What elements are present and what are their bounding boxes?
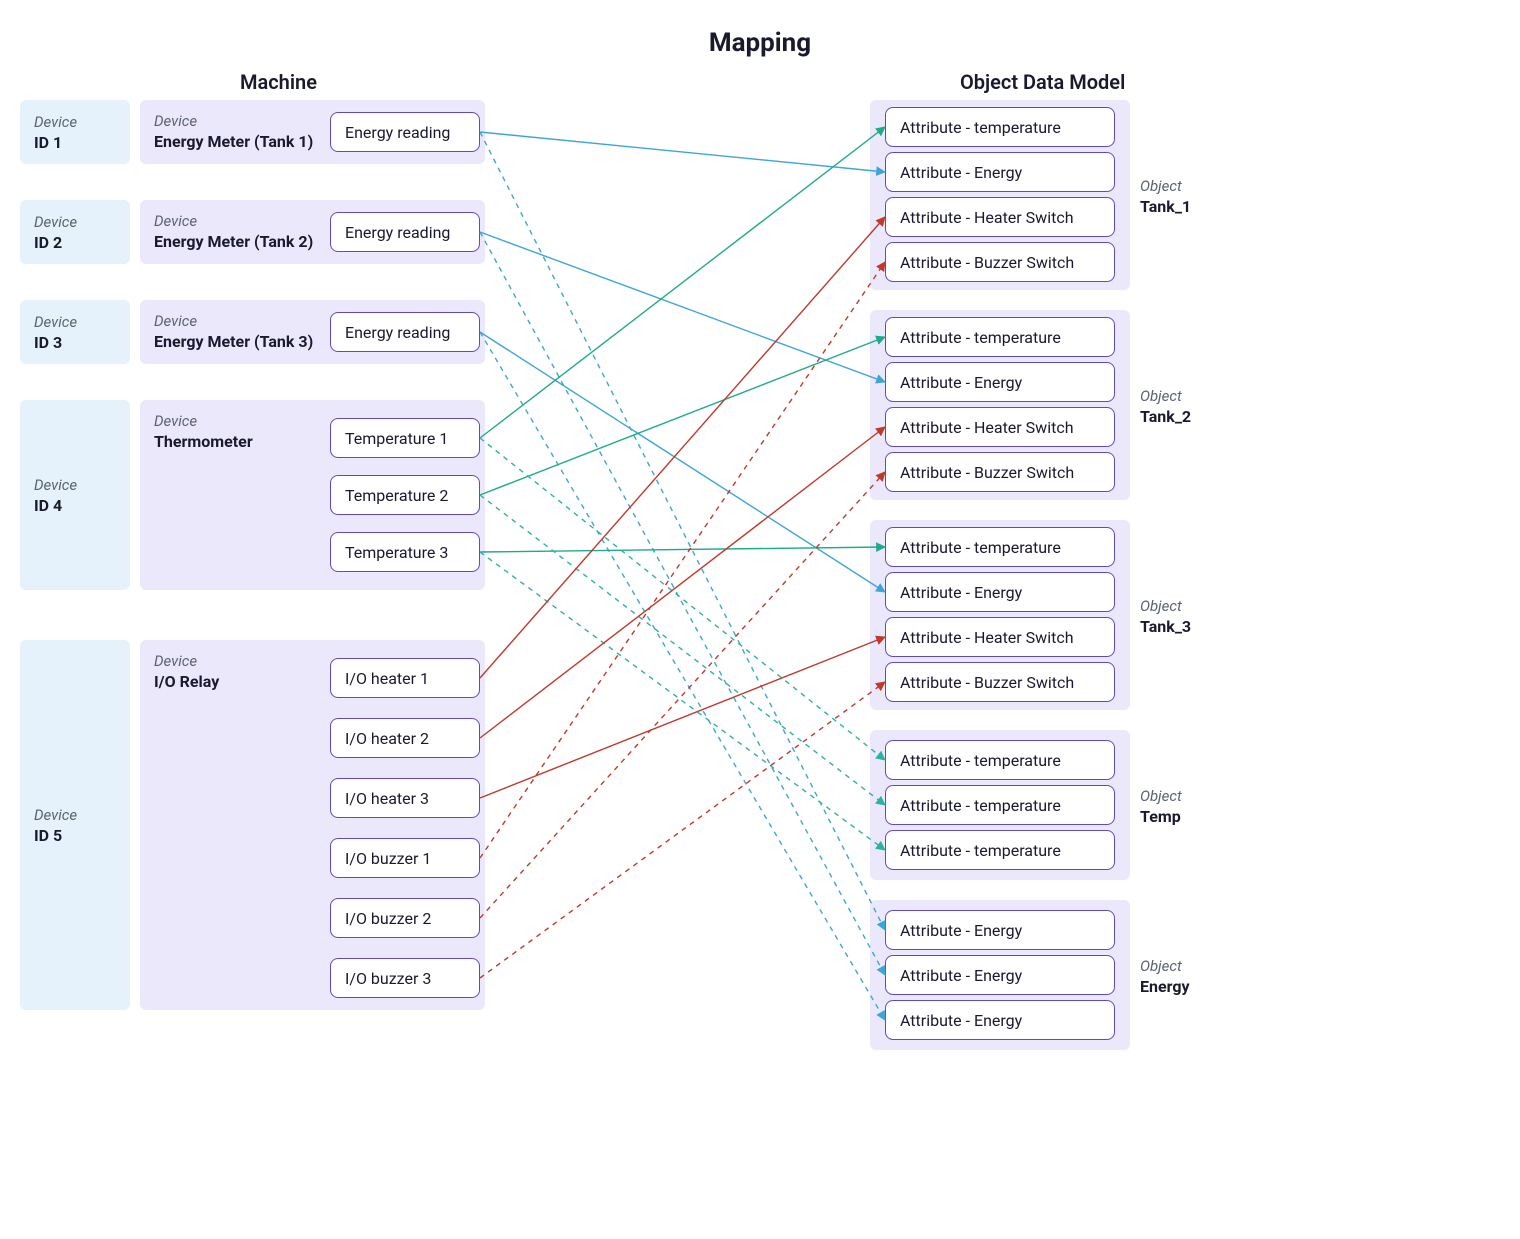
attribute-chip: Attribute - Energy	[885, 955, 1115, 995]
attribute-chip: Attribute - Energy	[885, 362, 1115, 402]
source-chip: I/O heater 1	[330, 658, 480, 698]
device-id-value: ID 4	[34, 496, 116, 515]
source-chip: I/O buzzer 1	[330, 838, 480, 878]
object-label-caption: Object	[1140, 787, 1182, 805]
device-id-label: Device	[34, 213, 116, 231]
object-label-caption: Object	[1140, 177, 1191, 195]
object-name: Temp	[1140, 807, 1182, 826]
attribute-chip: Attribute - temperature	[885, 107, 1115, 147]
mapping-link	[480, 472, 885, 918]
attribute-chip: Attribute - Heater Switch	[885, 617, 1115, 657]
mapping-link	[480, 332, 885, 1020]
mapping-link	[480, 438, 885, 760]
source-chip: Energy reading	[330, 312, 480, 352]
attribute-chip: Attribute - Heater Switch	[885, 407, 1115, 447]
attribute-chip: Attribute - Energy	[885, 1000, 1115, 1040]
source-chip: Energy reading	[330, 112, 480, 152]
device-id-box: Device ID 1	[20, 100, 130, 164]
mapping-link	[480, 682, 885, 978]
object-label-caption: Object	[1140, 387, 1191, 405]
mapping-link	[480, 217, 885, 678]
device-id-label: Device	[34, 806, 116, 824]
column-header-object-data-model: Object Data Model	[960, 70, 1125, 94]
attribute-chip: Attribute - temperature	[885, 785, 1115, 825]
device-id-label: Device	[34, 313, 116, 331]
source-chip: Energy reading	[330, 212, 480, 252]
mapping-link	[480, 127, 885, 438]
source-chip: I/O buzzer 2	[330, 898, 480, 938]
object-label: Object Energy	[1140, 957, 1190, 996]
mapping-link	[480, 495, 885, 805]
attribute-chip: Attribute - Energy	[885, 152, 1115, 192]
object-label-caption: Object	[1140, 597, 1191, 615]
device-id-value: ID 1	[34, 133, 116, 152]
attribute-chip: Attribute - temperature	[885, 830, 1115, 870]
source-chip: I/O heater 3	[330, 778, 480, 818]
object-label: Object Temp	[1140, 787, 1182, 826]
mapping-link	[480, 332, 885, 592]
attribute-chip: Attribute - temperature	[885, 317, 1115, 357]
source-chip: Temperature 1	[330, 418, 480, 458]
attribute-chip: Attribute - Buzzer Switch	[885, 242, 1115, 282]
device-id-box: Device ID 2	[20, 200, 130, 264]
device-id-label: Device	[34, 476, 116, 494]
attribute-chip: Attribute - Buzzer Switch	[885, 452, 1115, 492]
source-chip: I/O buzzer 3	[330, 958, 480, 998]
attribute-chip: Attribute - Buzzer Switch	[885, 662, 1115, 702]
mapping-link	[480, 132, 885, 930]
attribute-chip: Attribute - Heater Switch	[885, 197, 1115, 237]
attribute-chip: Attribute - Energy	[885, 572, 1115, 612]
column-header-machine: Machine	[240, 70, 317, 94]
mapping-link	[480, 547, 885, 552]
attribute-chip: Attribute - temperature	[885, 527, 1115, 567]
object-name: Tank_2	[1140, 407, 1191, 426]
mapping-link	[480, 552, 885, 850]
mapping-link	[480, 132, 885, 172]
mapping-link	[480, 232, 885, 975]
device-id-value: ID 5	[34, 826, 116, 845]
object-label: Object Tank_2	[1140, 387, 1191, 426]
source-chip: Temperature 3	[330, 532, 480, 572]
device-id-value: ID 2	[34, 233, 116, 252]
mapping-link	[480, 262, 885, 858]
source-chip: Temperature 2	[330, 475, 480, 515]
mapping-links-layer	[0, 0, 1520, 1239]
source-chip: I/O heater 2	[330, 718, 480, 758]
object-name: Energy	[1140, 977, 1190, 996]
attribute-chip: Attribute - temperature	[885, 740, 1115, 780]
device-id-box: Device ID 5	[20, 640, 130, 1010]
mapping-link	[480, 637, 885, 798]
attribute-chip: Attribute - Energy	[885, 910, 1115, 950]
device-id-box: Device ID 4	[20, 400, 130, 590]
device-id-value: ID 3	[34, 333, 116, 352]
mapping-link	[480, 337, 885, 495]
device-id-box: Device ID 3	[20, 300, 130, 364]
mapping-link	[480, 232, 885, 382]
mapping-link	[480, 427, 885, 738]
object-label-caption: Object	[1140, 957, 1190, 975]
diagram-title: Mapping	[0, 28, 1520, 58]
mapping-diagram: Mapping Machine Object Data Model Device…	[0, 0, 1520, 1239]
object-label: Object Tank_1	[1140, 177, 1191, 216]
object-name: Tank_3	[1140, 617, 1191, 636]
device-id-label: Device	[34, 113, 116, 131]
diagram-title-text: Mapping	[709, 28, 811, 58]
object-label: Object Tank_3	[1140, 597, 1191, 636]
object-name: Tank_1	[1140, 197, 1191, 216]
